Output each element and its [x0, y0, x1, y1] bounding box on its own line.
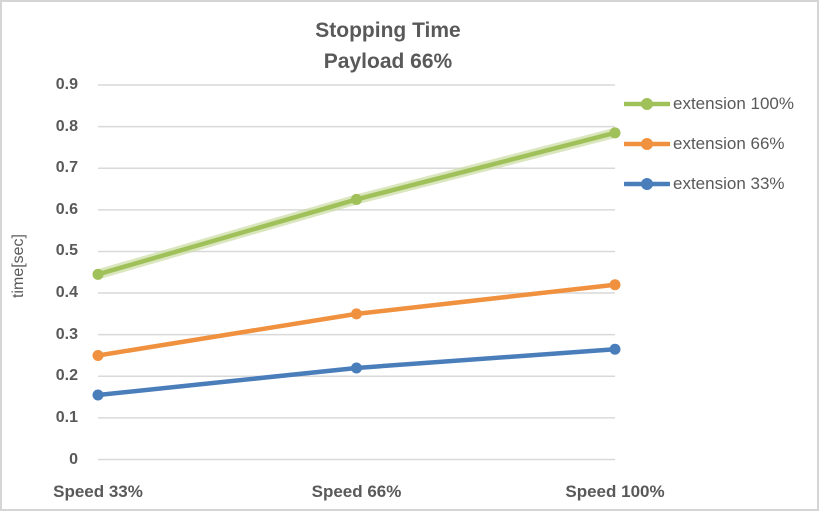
series-line	[95, 282, 618, 358]
y-tick-label: 0	[69, 450, 78, 468]
data-point-marker	[351, 362, 362, 374]
legend-item: extension 66%	[624, 132, 785, 156]
y-tick-label: 0.4	[55, 284, 78, 302]
data-point-marker	[351, 308, 362, 320]
legend-label: extension 100%	[673, 94, 794, 113]
data-point-marker	[351, 193, 362, 205]
y-tick-label: 0.6	[55, 200, 78, 218]
x-category-label: Speed 66%	[311, 482, 402, 501]
y-tick-label: 0.3	[55, 325, 78, 343]
y-tick-label: 0.5	[55, 242, 78, 260]
y-tick-label: 0.8	[55, 117, 78, 135]
legend-label: extension 66%	[673, 134, 785, 153]
data-point-marker	[92, 389, 104, 401]
y-tick-label: 0.1	[55, 408, 78, 426]
legend-label: extension 33%	[673, 174, 785, 193]
y-tick-label: 0.9	[55, 76, 78, 93]
legend-item: extension 100%	[624, 92, 794, 116]
legend-item: extension 33%	[624, 172, 785, 196]
x-category-label: Speed 100%	[565, 482, 665, 501]
x-category-label: Speed 33%	[53, 482, 143, 501]
chart-title-line2: Payload 66%	[323, 50, 453, 73]
legend-line-marker-icon	[624, 138, 670, 150]
data-point-marker	[92, 349, 104, 361]
chart-title-line1: Stopping Time	[315, 19, 461, 42]
data-point-marker	[92, 268, 104, 280]
y-tick-label: 0.2	[55, 367, 78, 385]
chart-title: Stopping Time Payload 66%	[2, 15, 774, 77]
legend-line-marker-icon	[624, 98, 670, 110]
data-point-marker	[609, 279, 621, 291]
y-tick-label: 0.7	[55, 159, 78, 177]
data-point-marker	[609, 343, 621, 355]
legend-line-marker-icon	[624, 178, 670, 190]
data-point-marker	[609, 127, 621, 139]
